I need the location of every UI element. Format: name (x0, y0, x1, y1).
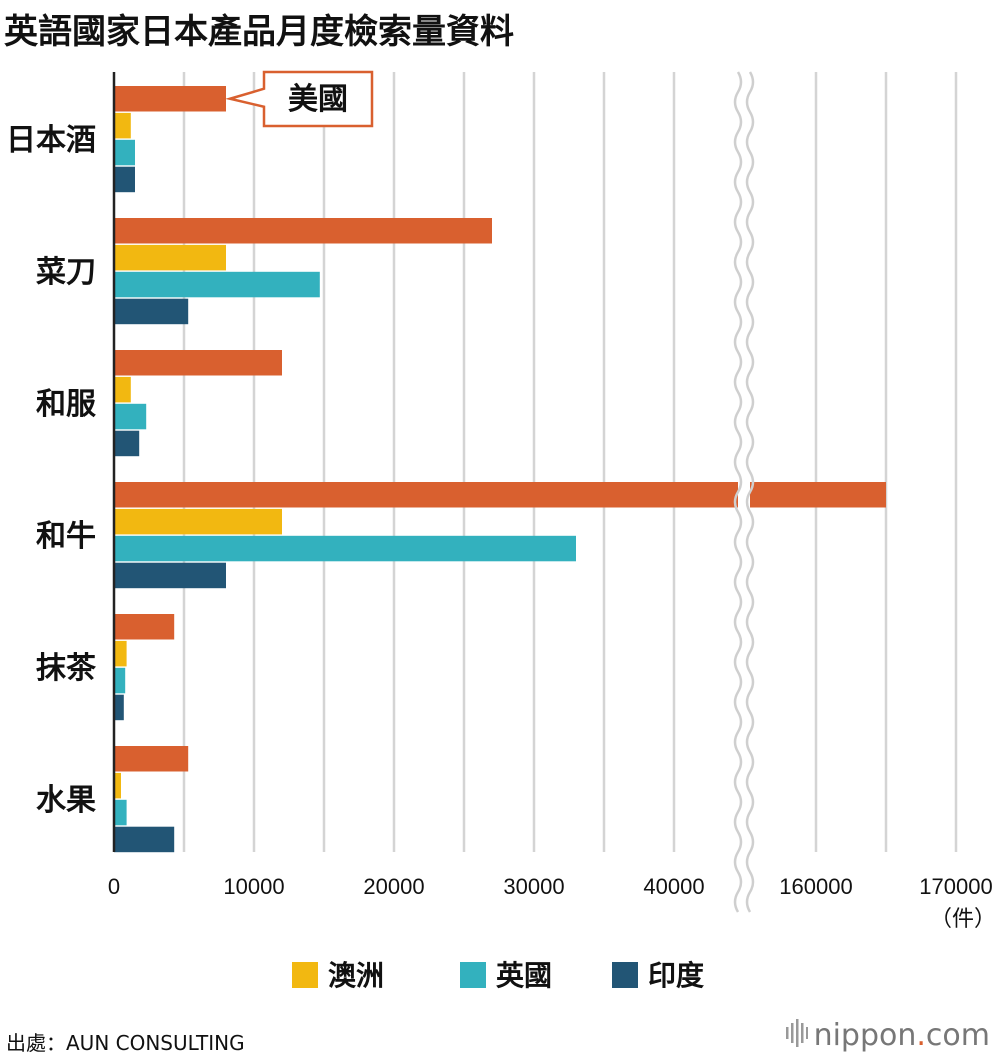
x-tick-label: 160000 (779, 874, 852, 899)
x-tick-label: 10000 (223, 874, 284, 899)
bar-澳洲-和牛 (114, 508, 282, 535)
axis-break-line-left (733, 71, 743, 913)
chart-title: 英語國家日本產品月度檢索量資料 (4, 12, 514, 52)
bar-英國-抹茶 (114, 667, 126, 694)
category-label: 菜刀 (36, 255, 96, 290)
x-tick-label: 30000 (503, 874, 564, 899)
legend-swatch-印度 (612, 962, 638, 988)
callout-label: 美國 (288, 82, 348, 117)
bar-英國-水果 (114, 799, 127, 826)
legend-label-英國: 英國 (496, 959, 552, 992)
category-label: 抹茶 (36, 651, 97, 686)
bar-美國-日本酒 (114, 86, 226, 112)
bar-印度-和牛 (114, 562, 226, 589)
category-label: 水果 (36, 783, 96, 818)
brand-name: nippon (813, 1018, 917, 1053)
x-tick-label: 0 (108, 874, 120, 899)
unit-label: （件） (930, 907, 996, 932)
bar-美國-水果 (114, 746, 189, 772)
bar-澳洲-日本酒 (114, 112, 131, 139)
brand-tld: com (925, 1018, 990, 1053)
nippon-logo: nippon.com (785, 1018, 990, 1055)
bar-印度-和服 (114, 430, 140, 457)
bar-印度-抹茶 (114, 694, 124, 721)
bar-美國-菜刀 (114, 218, 492, 244)
category-label: 和服 (36, 387, 97, 422)
x-tick-label: 20000 (363, 874, 424, 899)
bar-澳洲-水果 (114, 772, 121, 799)
bar-英國-和牛 (114, 535, 576, 562)
bar-美國-和牛 (114, 482, 886, 508)
bar-美國-抹茶 (114, 614, 175, 640)
bar-印度-水果 (114, 826, 175, 853)
bar-澳洲-和服 (114, 376, 131, 403)
logo-bars-icon (785, 1018, 808, 1055)
legend-swatch-澳洲 (292, 962, 318, 988)
brand-dot: . (916, 1018, 926, 1053)
source-note: 出處：AUN CONSULTING (6, 1031, 245, 1055)
callout-box (225, 70, 374, 128)
legend-label-印度: 印度 (648, 959, 704, 992)
x-tick-label: 40000 (643, 874, 704, 899)
bar-澳洲-抹茶 (114, 640, 127, 667)
bar-印度-菜刀 (114, 298, 189, 325)
axis-break-line-right (745, 71, 755, 913)
bar-美國-和服 (114, 350, 282, 376)
bar-英國-日本酒 (114, 139, 135, 166)
category-label: 和牛 (36, 519, 96, 554)
category-label: 日本酒 (6, 123, 96, 158)
legend-label-澳洲: 澳洲 (328, 959, 384, 992)
bar-英國-和服 (114, 403, 147, 430)
bar-澳洲-菜刀 (114, 244, 226, 271)
bar-印度-日本酒 (114, 166, 135, 193)
x-tick-label: 170000 (919, 874, 992, 899)
legend-swatch-英國 (460, 962, 486, 988)
bar-英國-菜刀 (114, 271, 320, 298)
